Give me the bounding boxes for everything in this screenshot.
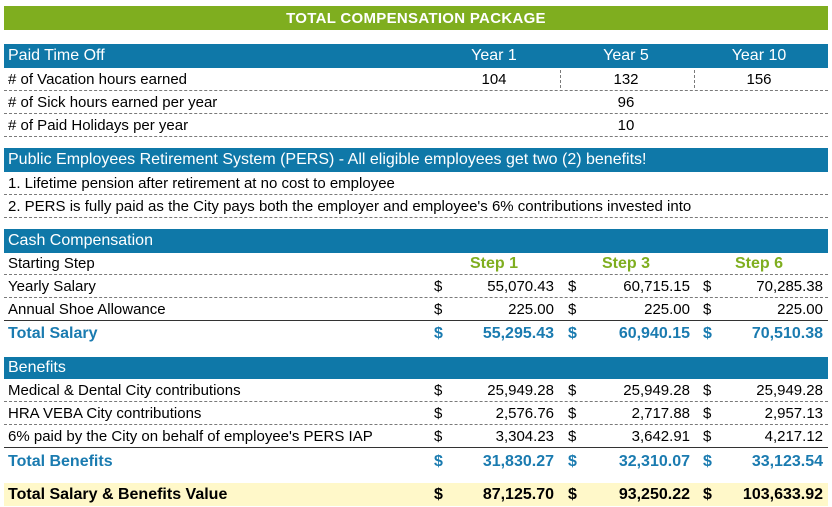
hra-step-1: 2,576.76 xyxy=(495,404,554,422)
vacation-year-5: 132 xyxy=(613,70,639,88)
currency-symbol: $ xyxy=(568,485,577,503)
benefits-header: Benefits xyxy=(8,359,66,376)
row-label: # of Sick hours earned per year xyxy=(8,93,218,111)
holidays-value: 10 xyxy=(617,116,635,134)
currency-symbol: $ xyxy=(568,300,577,318)
table-row: Starting Step Step 1 Step 3 Step 6 xyxy=(4,253,828,275)
row-label: Medical & Dental City contributions xyxy=(8,381,241,399)
column-divider xyxy=(694,70,695,88)
year-10-header: Year 10 xyxy=(731,47,787,64)
row-label: HRA VEBA City contributions xyxy=(8,404,202,422)
year-5-header: Year 5 xyxy=(603,47,649,64)
table-row: HRA VEBA City contributions $ 2,576.76 $… xyxy=(4,402,828,425)
row-label: Yearly Salary xyxy=(8,277,96,295)
currency-symbol: $ xyxy=(703,325,712,342)
cash-header-row: Cash Compensation xyxy=(4,229,828,253)
title-bar: TOTAL COMPENSATION PACKAGE xyxy=(4,6,828,30)
table-row: Yearly Salary $ 55,070.43 $ 60,715.15 $ … xyxy=(4,275,828,298)
pers-iap-step-1: 3,304.23 xyxy=(495,427,554,445)
currency-symbol: $ xyxy=(434,381,443,399)
currency-symbol: $ xyxy=(568,427,577,445)
table-row: # of Vacation hours earned 104 132 156 xyxy=(4,68,828,91)
pers-item-1: 1. Lifetime pension after retirement at … xyxy=(8,174,395,192)
hra-step-6: 2,957.13 xyxy=(764,404,823,422)
currency-symbol: $ xyxy=(703,453,712,470)
currency-symbol: $ xyxy=(703,277,712,295)
grand-total-step-6: 103,633.92 xyxy=(742,485,823,503)
total-salary-step-1: 55,295.43 xyxy=(482,325,554,342)
currency-symbol: $ xyxy=(434,325,443,342)
pto-header-row: Paid Time Off Year 1 Year 5 Year 10 xyxy=(4,44,828,68)
currency-symbol: $ xyxy=(434,404,443,422)
total-salary-label: Total Salary xyxy=(8,325,98,342)
shoe-step-3: 225.00 xyxy=(644,300,690,318)
pto-header: Paid Time Off xyxy=(8,47,105,64)
table-row: # of Sick hours earned per year 96 xyxy=(4,91,828,114)
salary-step-1: 55,070.43 xyxy=(487,277,554,295)
vacation-year-10: 156 xyxy=(746,70,772,88)
grand-total-step-3: 93,250.22 xyxy=(618,485,690,503)
cash-header: Cash Compensation xyxy=(8,232,153,249)
currency-symbol: $ xyxy=(568,277,577,295)
hra-step-3: 2,717.88 xyxy=(631,404,690,422)
table-row: # of Paid Holidays per year 10 xyxy=(4,114,828,137)
currency-symbol: $ xyxy=(434,453,443,470)
table-row: 6% paid by the City on behalf of employe… xyxy=(4,425,828,448)
total-benefits-step-1: 31,830.27 xyxy=(482,453,554,470)
currency-symbol: $ xyxy=(568,325,577,342)
grand-total-step-1: 87,125.70 xyxy=(482,485,554,503)
total-salary-step-6: 70,510.38 xyxy=(751,325,823,342)
currency-symbol: $ xyxy=(703,381,712,399)
pers-item-2: 2. PERS is fully paid as the City pays b… xyxy=(8,197,692,215)
step-3-header: Step 3 xyxy=(601,254,650,272)
pers-header: Public Employees Retirement System (PERS… xyxy=(8,151,647,168)
row-label: # of Vacation hours earned xyxy=(8,70,188,88)
vacation-year-1: 104 xyxy=(481,70,507,88)
total-salary-step-3: 60,940.15 xyxy=(618,325,690,342)
total-salary-row: Total Salary $ 55,295.43 $ 60,940.15 $ 7… xyxy=(4,322,828,346)
salary-step-6: 70,285.38 xyxy=(756,277,823,295)
currency-symbol: $ xyxy=(434,300,443,318)
total-benefits-step-3: 32,310.07 xyxy=(618,453,690,470)
medical-step-3: 25,949.28 xyxy=(623,381,690,399)
grand-total-row: Total Salary & Benefits Value $ 87,125.7… xyxy=(4,483,828,506)
row-label: 6% paid by the City on behalf of employe… xyxy=(8,427,373,445)
list-item: 1. Lifetime pension after retirement at … xyxy=(4,172,828,195)
list-item: 2. PERS is fully paid as the City pays b… xyxy=(4,195,828,218)
pers-iap-step-6: 4,217.12 xyxy=(764,427,823,445)
shoe-step-6: 225.00 xyxy=(777,300,823,318)
row-label: Annual Shoe Allowance xyxy=(8,300,166,318)
step-1-header: Step 1 xyxy=(469,254,518,272)
page-title: TOTAL COMPENSATION PACKAGE xyxy=(286,9,546,27)
pers-header-row: Public Employees Retirement System (PERS… xyxy=(4,148,828,172)
medical-step-1: 25,949.28 xyxy=(487,381,554,399)
table-row: Annual Shoe Allowance $ 225.00 $ 225.00 … xyxy=(4,298,828,321)
grand-total-label: Total Salary & Benefits Value xyxy=(8,485,228,503)
table-row: Medical & Dental City contributions $ 25… xyxy=(4,379,828,402)
total-benefits-row: Total Benefits $ 31,830.27 $ 32,310.07 $… xyxy=(4,450,828,474)
currency-symbol: $ xyxy=(703,300,712,318)
shoe-step-1: 225.00 xyxy=(508,300,554,318)
column-divider xyxy=(560,70,561,88)
row-label: # of Paid Holidays per year xyxy=(8,116,189,134)
pers-iap-step-3: 3,642.91 xyxy=(631,427,690,445)
year-1-header: Year 1 xyxy=(471,47,517,64)
salary-step-3: 60,715.15 xyxy=(623,277,690,295)
benefits-header-row: Benefits xyxy=(4,357,828,379)
currency-symbol: $ xyxy=(703,404,712,422)
sick-hours-value: 96 xyxy=(617,93,635,111)
currency-symbol: $ xyxy=(434,277,443,295)
step-6-header: Step 6 xyxy=(734,254,783,272)
currency-symbol: $ xyxy=(434,485,443,503)
starting-step-label: Starting Step xyxy=(8,255,95,272)
currency-symbol: $ xyxy=(568,404,577,422)
medical-step-6: 25,949.28 xyxy=(756,381,823,399)
currency-symbol: $ xyxy=(703,427,712,445)
total-benefits-step-6: 33,123.54 xyxy=(751,453,823,470)
currency-symbol: $ xyxy=(434,427,443,445)
currency-symbol: $ xyxy=(703,485,712,503)
currency-symbol: $ xyxy=(568,381,577,399)
currency-symbol: $ xyxy=(568,453,577,470)
total-benefits-label: Total Benefits xyxy=(8,453,113,470)
